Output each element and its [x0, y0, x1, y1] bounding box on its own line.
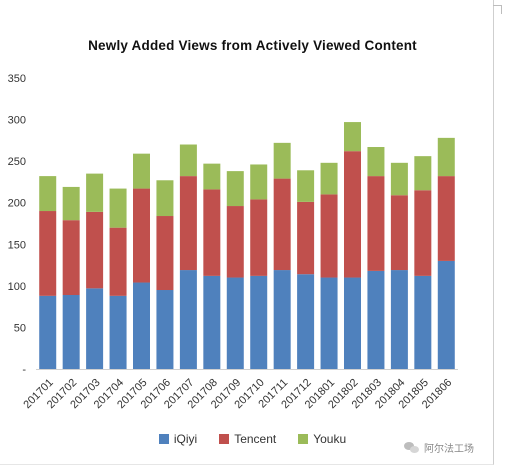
bar-segment-youku-201701 [39, 176, 57, 212]
bar-segment-youku-201708 [203, 163, 221, 190]
bar-segment-tencent-201704 [109, 227, 127, 296]
bar-segment-iqiyi-201806 [437, 260, 455, 369]
bar-segment-iqiyi-201703 [86, 288, 104, 369]
bar-segment-tencent-201804 [390, 195, 408, 271]
bar-segment-iqiyi-201701 [39, 295, 57, 369]
bar-segment-iqiyi-201805 [414, 275, 432, 369]
y-axis: - 50 100 150 200 250 300 350 [8, 73, 458, 376]
bar-segment-tencent-201802 [344, 151, 361, 278]
bar-segment-youku-201702 [62, 186, 80, 221]
bar-segment-youku-201802 [344, 122, 361, 152]
bar-segment-iqiyi-201705 [133, 282, 150, 369]
watermark: 阿尔法工场 [404, 440, 474, 455]
bar-segment-tencent-201702 [62, 220, 80, 295]
legend-label: iQiyi [173, 432, 198, 446]
y-tick-label: 350 [8, 73, 26, 85]
bar-segment-iqiyi-201711 [273, 270, 291, 369]
bar-segment-tencent-201701 [39, 211, 57, 296]
bar-segment-youku-201803 [367, 147, 385, 177]
bar-segment-youku-201801 [320, 162, 338, 195]
legend-item-tencent: Tencent [219, 432, 276, 446]
y-tick-label: 300 [8, 115, 26, 127]
bar-segment-youku-201703 [86, 173, 104, 212]
bar-segment-youku-201709 [226, 171, 244, 207]
bar-segment-tencent-201708 [203, 189, 221, 276]
corner-mark [493, 5, 502, 14]
legend-swatch [158, 434, 169, 444]
legend-label: Youku [313, 432, 347, 446]
bar-segment-iqiyi-201804 [390, 270, 408, 369]
bar-segment-youku-201805 [414, 156, 432, 191]
legend: iQiyi Tencent Youku [0, 432, 505, 446]
y-tick-label: 100 [8, 281, 26, 293]
y-tick-label: 250 [8, 156, 26, 168]
legend-swatch [298, 434, 309, 444]
bar-segment-tencent-201703 [86, 211, 104, 289]
bar-segment-youku-201710 [250, 164, 268, 200]
bar-segment-iqiyi-201712 [297, 274, 315, 369]
bar-segment-iqiyi-201702 [62, 295, 80, 369]
bar-segment-iqiyi-201707 [179, 270, 197, 369]
bar-segment-youku-201804 [390, 162, 408, 196]
bar-segment-youku-201712 [297, 170, 315, 202]
bar-segment-youku-201704 [109, 188, 127, 228]
watermark-text: 阿尔法工场 [424, 444, 474, 455]
bar-segment-iqiyi-201708 [203, 275, 221, 369]
y-tick-label: - [22, 364, 26, 376]
bar-segment-tencent-201711 [273, 178, 291, 271]
bar-segment-youku-201806 [437, 137, 455, 177]
legend-item-iqiyi: iQiyi [158, 432, 198, 446]
bar-segment-tencent-201805 [414, 190, 432, 276]
y-tick-label: 150 [8, 239, 26, 251]
bar-segment-tencent-201801 [320, 194, 338, 278]
bar-segment-iqiyi-201706 [156, 290, 174, 369]
x-axis: 2017012017022017032017042017052017062017… [21, 377, 454, 411]
bar-segment-tencent-201705 [133, 188, 150, 283]
bar-segment-tencent-201707 [179, 176, 197, 271]
bar-segment-iqiyi-201704 [109, 295, 127, 369]
bar-segment-tencent-201803 [367, 176, 385, 271]
legend-swatch [219, 434, 230, 444]
bar-segment-tencent-201712 [297, 201, 315, 275]
bars [39, 122, 455, 369]
y-tick-label: 50 [14, 322, 26, 334]
bar-segment-tencent-201706 [156, 216, 174, 291]
bar-segment-iqiyi-201803 [367, 270, 385, 369]
bar-segment-iqiyi-201802 [344, 277, 361, 369]
bar-segment-tencent-201806 [437, 176, 455, 261]
bar-segment-youku-201706 [156, 180, 174, 217]
chart-title: Newly Added Views from Actively Viewed C… [88, 38, 417, 53]
chart-plot: - 50 100 150 200 250 300 350 201701201702201703… [8, 73, 458, 411]
legend-label: Tencent [234, 432, 277, 446]
bar-segment-iqiyi-201801 [320, 277, 338, 369]
legend-item-youku: Youku [298, 432, 346, 446]
bar-segment-iqiyi-201709 [226, 277, 244, 369]
wechat-icon [404, 441, 420, 454]
bar-segment-youku-201707 [179, 144, 197, 177]
bar-segment-tencent-201709 [226, 206, 244, 278]
bar-segment-youku-201705 [133, 153, 150, 189]
y-tick-label: 200 [8, 198, 26, 210]
bar-segment-youku-201711 [273, 142, 291, 179]
bar-segment-iqiyi-201710 [250, 275, 268, 369]
bar-segment-tencent-201710 [250, 199, 268, 276]
